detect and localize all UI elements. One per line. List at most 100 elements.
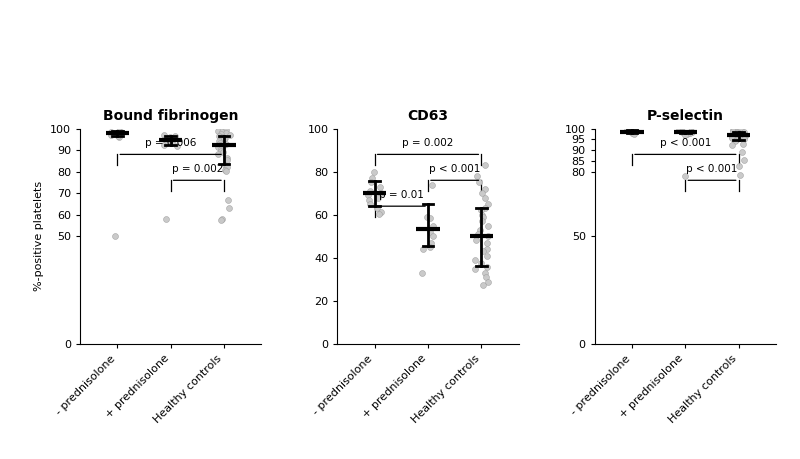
Point (374, 183, 386, 190)
Point (374, 190, 387, 197)
Point (729, 138, 742, 145)
Point (106, 129, 119, 136)
Point (682, 129, 694, 136)
Point (738, 129, 750, 136)
Point (726, 141, 739, 148)
Point (729, 127, 742, 134)
Point (115, 128, 128, 135)
Point (620, 126, 633, 133)
Point (365, 179, 378, 186)
Point (738, 136, 751, 143)
Point (675, 127, 688, 134)
Point (681, 130, 694, 138)
Point (158, 141, 170, 148)
Text: p = 0.01: p = 0.01 (379, 190, 424, 200)
Point (481, 239, 494, 246)
Point (481, 263, 494, 270)
Point (474, 226, 486, 234)
Point (221, 164, 234, 171)
Point (478, 205, 491, 212)
Point (161, 138, 174, 145)
Point (426, 181, 438, 188)
Point (216, 142, 229, 150)
Point (220, 126, 233, 133)
Text: p < 0.001: p < 0.001 (660, 138, 711, 148)
Point (626, 129, 639, 136)
Point (211, 151, 224, 158)
Point (477, 281, 490, 289)
Point (626, 129, 638, 137)
Point (738, 132, 751, 139)
Point (481, 252, 494, 259)
Point (739, 132, 752, 140)
Point (163, 134, 176, 141)
Point (730, 128, 743, 135)
Point (471, 230, 484, 238)
Point (218, 166, 231, 173)
Point (474, 207, 487, 214)
Point (170, 142, 183, 150)
Point (368, 168, 381, 175)
Point (479, 269, 492, 277)
Point (476, 218, 489, 225)
Point (211, 127, 224, 134)
Point (481, 246, 494, 253)
Point (222, 196, 234, 203)
Point (469, 265, 482, 273)
Point (166, 139, 179, 146)
Point (211, 143, 224, 151)
Point (425, 239, 438, 246)
Point (216, 134, 229, 141)
Point (113, 134, 126, 141)
Point (108, 130, 121, 138)
Point (427, 233, 440, 240)
Point (685, 128, 698, 135)
Point (628, 129, 641, 136)
Point (673, 127, 686, 134)
Point (105, 129, 118, 136)
Title: P-selectin: P-selectin (647, 109, 724, 123)
Point (374, 208, 387, 215)
Point (363, 200, 376, 207)
Point (109, 233, 122, 240)
Point (213, 138, 226, 145)
Title: Bound fibrinogen: Bound fibrinogen (103, 109, 238, 123)
Point (726, 127, 739, 134)
Point (686, 128, 698, 135)
Point (684, 129, 697, 137)
Text: p < 0.001: p < 0.001 (686, 164, 738, 174)
Point (476, 190, 489, 197)
Point (738, 156, 751, 163)
Point (730, 137, 742, 144)
Point (481, 222, 494, 229)
Point (630, 127, 642, 134)
Point (421, 213, 434, 221)
Point (362, 196, 375, 203)
Point (679, 172, 692, 179)
Point (415, 269, 428, 277)
Point (373, 210, 386, 218)
Point (732, 131, 745, 138)
Point (215, 215, 228, 223)
Point (218, 134, 231, 142)
Point (678, 131, 691, 138)
Point (424, 243, 437, 251)
Point (113, 128, 126, 135)
Y-axis label: %-positive platelets: %-positive platelets (34, 181, 45, 291)
Point (424, 229, 437, 236)
Point (213, 132, 226, 140)
Point (731, 135, 744, 143)
Point (474, 260, 487, 267)
Point (469, 257, 482, 264)
Point (214, 139, 226, 146)
Point (364, 187, 377, 195)
Text: p = 0.002: p = 0.002 (402, 138, 454, 148)
Point (627, 130, 640, 138)
Point (738, 131, 751, 139)
Point (627, 128, 640, 135)
Point (675, 129, 688, 136)
Point (105, 131, 118, 139)
Point (168, 132, 181, 140)
Point (214, 130, 227, 138)
Point (478, 162, 491, 169)
